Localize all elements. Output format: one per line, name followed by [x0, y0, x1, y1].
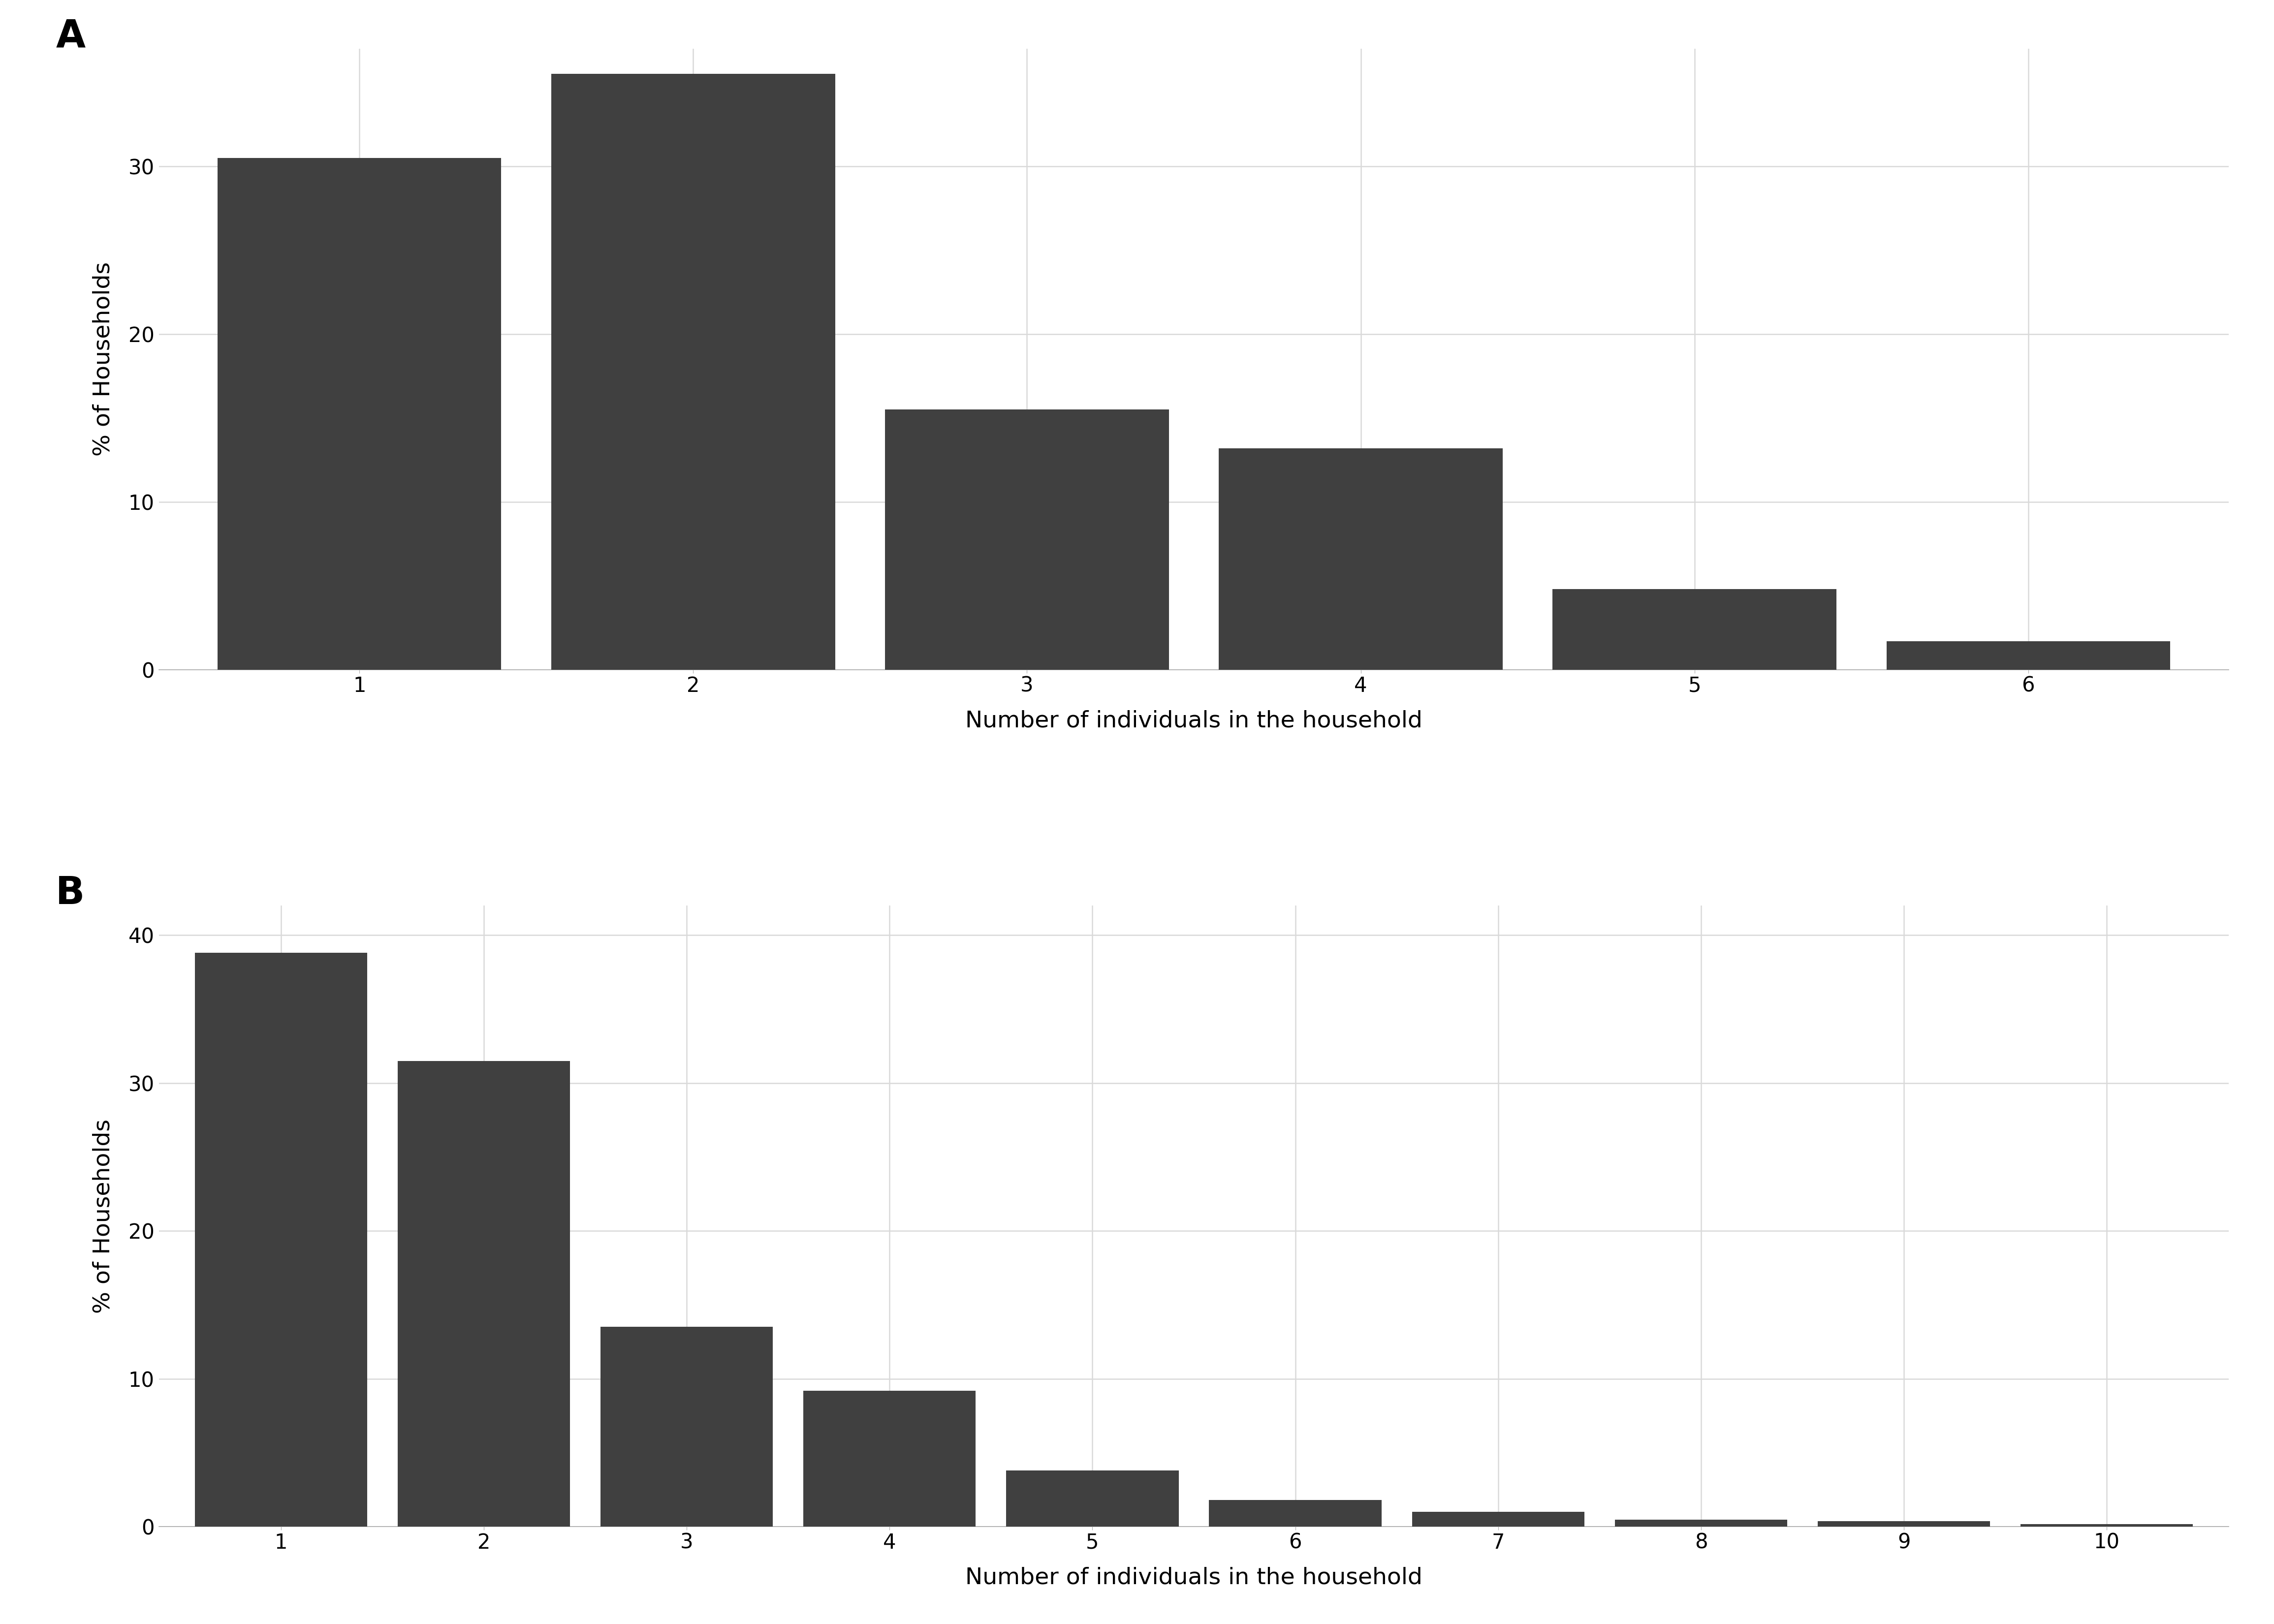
Bar	[218, 158, 500, 669]
Y-axis label: % of Households: % of Households	[93, 261, 114, 456]
Bar	[1412, 1512, 1585, 1527]
Bar	[1887, 641, 2169, 669]
Bar	[1553, 590, 1837, 669]
Bar	[1210, 1501, 1383, 1527]
Bar	[1219, 448, 1503, 669]
Bar	[196, 953, 366, 1527]
Bar	[600, 1327, 773, 1527]
Y-axis label: % of Households: % of Households	[93, 1119, 114, 1314]
Bar	[803, 1390, 976, 1527]
Bar	[1817, 1522, 1990, 1527]
Bar	[550, 75, 835, 669]
X-axis label: Number of individuals in the household: Number of individuals in the household	[964, 710, 1424, 732]
Bar	[1615, 1520, 1787, 1527]
Bar	[885, 409, 1169, 669]
Bar	[1005, 1470, 1178, 1527]
Text: B: B	[55, 875, 84, 913]
Bar	[398, 1060, 571, 1527]
Bar	[2022, 1525, 2192, 1527]
X-axis label: Number of individuals in the household: Number of individuals in the household	[964, 1567, 1424, 1588]
Text: A: A	[55, 18, 86, 55]
